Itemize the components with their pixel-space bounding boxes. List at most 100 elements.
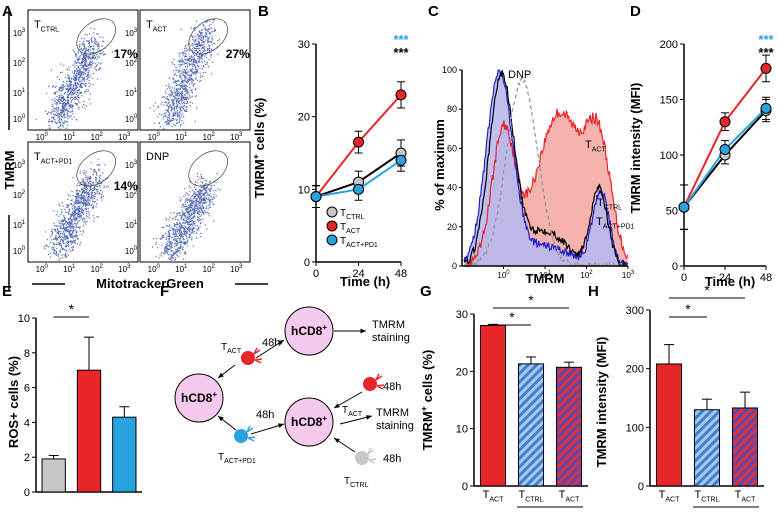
time-label-2: 48h bbox=[256, 409, 274, 421]
x-tick-label-0: TACT bbox=[483, 489, 504, 503]
bar-2 bbox=[112, 416, 137, 493]
x-tick-1-2: 102 bbox=[203, 132, 216, 142]
significance-star: * bbox=[704, 282, 710, 298]
x-tick-label: 24 bbox=[719, 272, 731, 284]
panel-a-flow-plots: TMRM MitotrackerGreen TCTRL 17% 100 100 101 1… bbox=[2, 9, 268, 291]
panel-b-line-chart: TMRM+ cells (%) Time (h) 0 10 20 30 0 24 48 ***… bbox=[251, 32, 410, 289]
y-tick-3-0: 100 bbox=[125, 246, 138, 256]
x-tick-label: 100 bbox=[497, 270, 510, 280]
y-tick-label: 0 bbox=[672, 261, 678, 273]
arrow-pd1-to-cd8-right bbox=[250, 423, 285, 435]
y-tick-2-1: 101 bbox=[13, 220, 26, 230]
y-tick-label: 30 bbox=[298, 39, 310, 51]
t-cell-act-2 bbox=[363, 377, 377, 391]
flow-plot-0: TCTRL 17% 100 100 101 101 102 102 103 103 bbox=[13, 9, 139, 142]
y-tick-label: 0 bbox=[304, 257, 310, 269]
panel-e-ylabel: ROS+ cells (%) bbox=[6, 356, 21, 448]
bar-2 bbox=[731, 407, 759, 487]
x-tick-3-3: 103 bbox=[230, 264, 243, 274]
y-tick-0-0: 100 bbox=[13, 114, 26, 124]
y-tick-label: 300 bbox=[626, 305, 644, 317]
gate-percent-0: 17% bbox=[114, 47, 138, 61]
significance-star: * bbox=[509, 309, 515, 325]
annotation-act: TACT bbox=[585, 139, 606, 153]
staining-1-l2: staining bbox=[372, 332, 410, 344]
data-point-ACT+PD1 bbox=[353, 183, 364, 195]
y-tick-label: 150 bbox=[660, 95, 678, 107]
y-tick-1-0: 100 bbox=[125, 114, 138, 124]
y-tick-label: 60 bbox=[447, 143, 457, 153]
data-point-ACT+PD1 bbox=[310, 191, 322, 203]
y-tick-label: 0 bbox=[638, 481, 644, 493]
staining-1-l1: TMRM bbox=[372, 319, 405, 331]
arrow-act-to-cd8-left-head bbox=[218, 372, 224, 378]
y-tick-0-1: 101 bbox=[13, 88, 26, 98]
t-cell-ctrl bbox=[355, 451, 369, 465]
panel-label-d: D bbox=[630, 3, 641, 20]
y-tick-0-2: 102 bbox=[13, 58, 26, 68]
significance-star: * bbox=[69, 301, 75, 317]
x-tick-3-0: 100 bbox=[148, 264, 161, 274]
panel-c-xlabel: TMRM bbox=[526, 271, 565, 286]
legend-label-2: TACT+PD1 bbox=[340, 236, 378, 249]
gate-percent-2: 14% bbox=[114, 179, 138, 193]
y-tick-label: 40 bbox=[447, 183, 457, 193]
histogram-line-ctrl bbox=[463, 69, 628, 268]
t-cell-act-pd1-receptors bbox=[246, 425, 256, 442]
t-cell-ctrl-receptors bbox=[367, 447, 377, 464]
significance-stars-cyan: *** bbox=[758, 32, 774, 47]
significance-stars-black: *** bbox=[393, 45, 409, 60]
gate-ellipse-2 bbox=[76, 150, 117, 187]
cd8-cell-top-label: hCD8+ bbox=[291, 323, 327, 338]
y-tick-1-2: 102 bbox=[125, 58, 138, 68]
data-point-ACT+PD1 bbox=[678, 201, 690, 213]
data-point-ACT+PD1 bbox=[719, 143, 731, 155]
bar-0 bbox=[479, 324, 507, 487]
t-label-act-2: TACT bbox=[342, 405, 363, 418]
panel-f-schematic: hCD8+ hCD8+ hCD8+ TACT TACT+PD1 TACT TCTRL 48h 4… bbox=[174, 306, 414, 489]
y-tick-label: 4 bbox=[24, 417, 30, 429]
gate-ellipse-0 bbox=[76, 18, 117, 55]
x-tick-2-1: 101 bbox=[63, 264, 76, 274]
x-tick-label-2: TACT bbox=[559, 489, 580, 503]
flow-events-2 bbox=[43, 158, 109, 261]
x-tick-label-2: TACT bbox=[735, 489, 756, 503]
panel-a-ylabel: TMRM bbox=[2, 151, 17, 190]
cd8-cell-left bbox=[174, 373, 224, 423]
arrow-pd1-to-cd8-right-head bbox=[278, 423, 284, 428]
staining-2-l2: staining bbox=[376, 420, 414, 432]
staining-2-l1: TMRM bbox=[376, 407, 409, 419]
x-tick-label: 24 bbox=[352, 268, 364, 280]
panel-label-c: C bbox=[428, 3, 439, 20]
significance-stars-cyan: *** bbox=[393, 32, 409, 47]
t-label-act-pd1: TACT+PD1 bbox=[218, 452, 256, 465]
series-line-ACT bbox=[683, 67, 767, 208]
bar-0 bbox=[655, 363, 683, 487]
flow-plot-3: DNP 100 100 101 101 102 102 103 103 bbox=[125, 141, 251, 274]
y-tick-label: 10 bbox=[18, 313, 30, 325]
histogram-line-act bbox=[464, 108, 629, 267]
cd8-cell-top bbox=[284, 306, 334, 356]
annotation-dnp: DNP bbox=[508, 69, 531, 81]
data-point-ACT bbox=[395, 89, 407, 101]
panel-g-bar-chart: TMRM+ cells (%) 0102030TACTTCTRLTACTTACT… bbox=[419, 292, 588, 508]
y-tick-label: 0 bbox=[462, 481, 468, 493]
x-tick-0-3: 103 bbox=[118, 132, 131, 142]
x-tick-2-3: 103 bbox=[118, 264, 131, 274]
t-label-act-1: TACT bbox=[221, 342, 242, 355]
significance-star: * bbox=[528, 292, 534, 308]
t-cell-act-pd1 bbox=[234, 429, 248, 443]
y-tick-1-1: 101 bbox=[125, 88, 138, 98]
significance-star: * bbox=[685, 301, 691, 317]
x-tick-2-0: 100 bbox=[36, 264, 49, 274]
panel-label-f: F bbox=[160, 283, 169, 300]
histogram-fill-act-pd1 bbox=[464, 70, 628, 266]
y-tick-label: 80 bbox=[447, 104, 457, 114]
gate-ellipse-1 bbox=[188, 18, 229, 55]
panel-d-line-chart: TMRM intensity (MFI) Time (h) 0 50 100 150 2… bbox=[628, 32, 775, 289]
x-tick-0-1: 101 bbox=[63, 132, 76, 142]
y-tick-label: 2 bbox=[24, 452, 30, 464]
gate-percent-1: 27% bbox=[226, 47, 250, 61]
legend-label-0: TCTRL bbox=[340, 208, 364, 221]
